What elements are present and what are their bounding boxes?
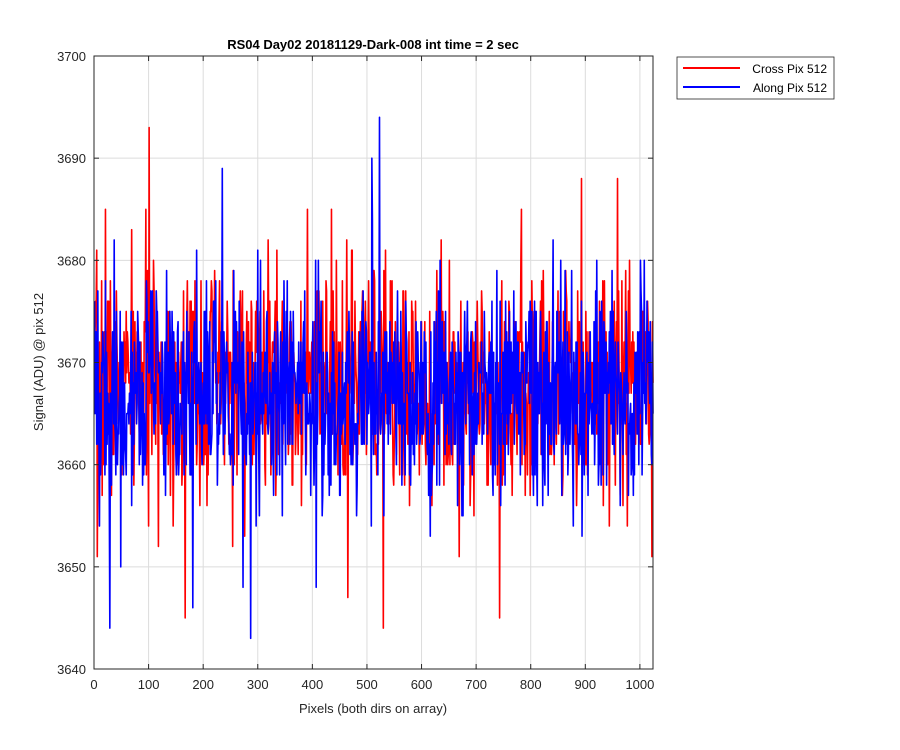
x-tick-label: 200 (192, 677, 214, 692)
chart-title: RS04 Day02 20181129-Dark-008 int time = … (227, 37, 519, 52)
x-tick-label: 400 (302, 677, 324, 692)
y-axis-label: Signal (ADU) @ pix 512 (31, 293, 46, 431)
x-tick-label: 600 (411, 677, 433, 692)
y-tick-label: 3640 (57, 662, 86, 677)
y-tick-label: 3660 (57, 458, 86, 473)
series-line-along-pix-512 (93, 116, 654, 640)
legend-label-cross: Cross Pix 512 (752, 62, 827, 76)
y-tick-label: 3700 (57, 49, 86, 64)
x-tick-label: 900 (574, 677, 596, 692)
legend: Cross Pix 512 Along Pix 512 (676, 56, 835, 100)
y-tick-label: 3650 (57, 560, 86, 575)
y-tick-label: 3690 (57, 151, 86, 166)
x-tick-label: 700 (465, 677, 487, 692)
x-tick-label: 800 (520, 677, 542, 692)
series-group (93, 116, 654, 640)
x-tick-label: 0 (90, 677, 97, 692)
x-tick-label: 300 (247, 677, 269, 692)
x-tick-label: 1000 (625, 677, 654, 692)
legend-box (676, 56, 835, 100)
x-tick-label: 100 (138, 677, 160, 692)
legend-label-along: Along Pix 512 (753, 81, 827, 95)
y-tick-label: 3670 (57, 356, 86, 371)
x-tick-label: 500 (356, 677, 378, 692)
ticks: 0 100 200 300 400 500 600 700 800 900 1000 3640 3650… (57, 49, 654, 692)
y-tick-label: 3680 (57, 253, 86, 268)
x-axis-label: Pixels (both dirs on array) (299, 701, 447, 716)
